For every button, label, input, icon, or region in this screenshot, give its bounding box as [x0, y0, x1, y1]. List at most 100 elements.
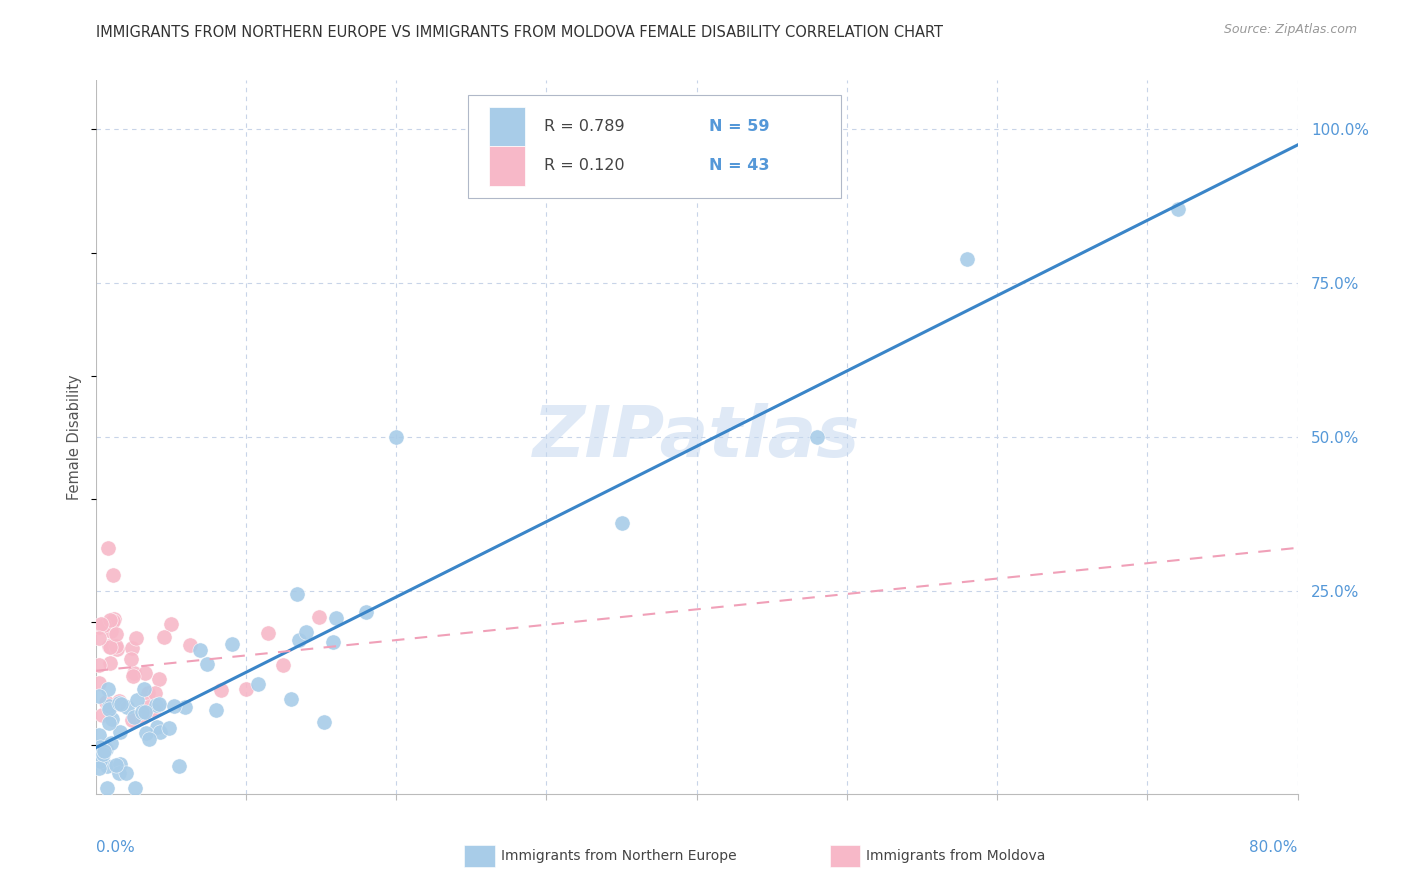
Point: [312, 715, 335, 730]
Point: [89, 754, 111, 768]
Point: [104, 627, 127, 641]
Point: [295, 625, 318, 640]
Point: [98, 656, 121, 670]
Point: [136, 686, 159, 700]
Point: [115, 765, 138, 780]
Point: [188, 642, 211, 657]
Point: [1167, 202, 1189, 217]
Point: [121, 640, 143, 655]
Point: [93, 744, 115, 758]
Point: [246, 677, 269, 691]
Point: [221, 637, 243, 651]
Point: [97, 541, 120, 555]
Point: [93, 618, 115, 632]
Point: [209, 683, 232, 698]
Point: [610, 516, 633, 531]
Point: [385, 430, 408, 444]
Point: [308, 609, 330, 624]
Point: [96, 695, 118, 709]
Text: R = 0.789: R = 0.789: [544, 120, 624, 134]
Point: [108, 766, 131, 780]
Point: [90, 616, 112, 631]
Point: [87, 728, 110, 742]
Text: 0.0%: 0.0%: [96, 840, 135, 855]
Point: [285, 587, 308, 601]
Point: [173, 700, 195, 714]
Point: [94, 742, 117, 756]
Text: R = 0.120: R = 0.120: [544, 159, 624, 173]
Point: [280, 692, 302, 706]
Point: [179, 639, 201, 653]
Point: [157, 721, 180, 735]
Point: [145, 698, 167, 712]
Bar: [489, 146, 524, 186]
Point: [105, 639, 128, 653]
Point: [98, 702, 121, 716]
Point: [148, 697, 170, 711]
Point: [125, 692, 148, 706]
Point: [122, 665, 145, 680]
Point: [806, 430, 828, 444]
Point: [87, 658, 110, 673]
Point: [108, 725, 131, 739]
Point: [108, 696, 131, 710]
Point: [288, 632, 311, 647]
Point: [134, 666, 156, 681]
Point: [143, 686, 166, 700]
Point: [195, 657, 218, 671]
Point: [325, 611, 347, 625]
Point: [121, 713, 143, 727]
Point: [105, 641, 128, 656]
Point: [125, 632, 148, 646]
FancyBboxPatch shape: [468, 95, 841, 198]
Text: Immigrants from Moldova: Immigrants from Moldova: [866, 849, 1046, 863]
Point: [97, 639, 120, 653]
Point: [131, 709, 153, 723]
Point: [100, 624, 122, 638]
Text: ZIPatlas: ZIPatlas: [533, 402, 860, 472]
Point: [160, 617, 183, 632]
Point: [354, 605, 377, 619]
Point: [96, 780, 118, 795]
Point: [153, 630, 176, 644]
Point: [148, 672, 170, 686]
Point: [143, 703, 166, 717]
Point: [131, 706, 153, 720]
Point: [87, 631, 110, 645]
Point: [103, 611, 125, 625]
Point: [89, 739, 111, 754]
Text: Source: ZipAtlas.com: Source: ZipAtlas.com: [1223, 22, 1357, 36]
Point: [146, 698, 169, 712]
Point: [122, 669, 145, 683]
Point: [91, 747, 114, 762]
Point: [122, 710, 145, 724]
Point: [205, 703, 228, 717]
Point: [98, 640, 121, 654]
Point: [149, 724, 172, 739]
Text: 80.0%: 80.0%: [1250, 840, 1298, 855]
Point: [138, 700, 160, 714]
Point: [134, 682, 156, 697]
Point: [162, 698, 184, 713]
Point: [108, 756, 131, 771]
Point: [98, 716, 121, 731]
Point: [134, 705, 156, 719]
Point: [87, 761, 110, 775]
Point: [103, 568, 125, 582]
Point: [110, 697, 132, 711]
Text: Immigrants from Northern Europe: Immigrants from Northern Europe: [501, 849, 737, 863]
Point: [271, 657, 294, 672]
Point: [100, 736, 122, 750]
Point: [257, 625, 280, 640]
Point: [87, 690, 110, 704]
Point: [167, 758, 190, 772]
Point: [96, 759, 118, 773]
Y-axis label: Female Disability: Female Disability: [67, 375, 83, 500]
Point: [138, 731, 160, 746]
Point: [108, 697, 131, 711]
Point: [235, 682, 257, 697]
Point: [87, 619, 110, 633]
Point: [321, 635, 343, 649]
Point: [135, 726, 157, 740]
Point: [108, 694, 131, 708]
